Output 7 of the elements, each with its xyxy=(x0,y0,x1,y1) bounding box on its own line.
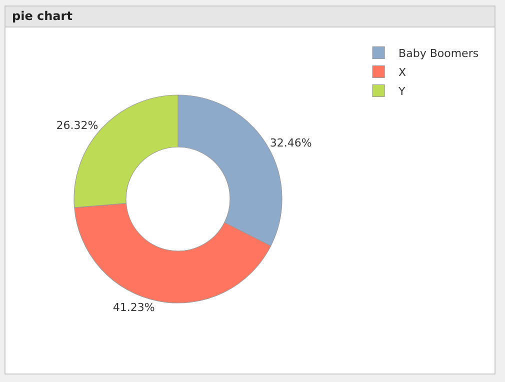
legend-label: X xyxy=(398,66,407,79)
data-label: 26.32% xyxy=(56,119,98,132)
legend-label: Baby Boomers xyxy=(398,46,479,60)
data-label: 41.23% xyxy=(112,300,155,314)
legend-label: Y xyxy=(398,84,406,98)
chart-title: pie chart xyxy=(12,9,73,23)
data-label: 32.46% xyxy=(270,136,312,150)
